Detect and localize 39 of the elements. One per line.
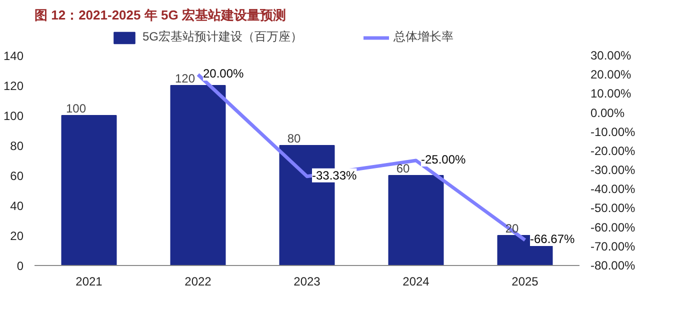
x-tick-label: 2022 [184, 274, 212, 288]
bar [388, 175, 444, 266]
y2-tick-label: -80.00% [590, 258, 636, 272]
y2-tick-label: -60.00% [590, 220, 636, 234]
x-tick-label: 2021 [76, 274, 103, 288]
y-tick-label: 60 [10, 169, 24, 183]
y-tick-label: 20 [10, 229, 24, 243]
y2-tick-label: -30.00% [590, 163, 636, 178]
x-tick-label: 2023 [294, 274, 321, 288]
y-tick-label: 80 [10, 139, 24, 153]
x-tick-label: 2025 [512, 274, 539, 288]
data-label: 20.00% [203, 66, 244, 81]
x-tick-label: 2024 [402, 274, 430, 288]
y2-tick-label: 20.00% [590, 68, 632, 82]
bar [170, 85, 226, 266]
y-tick-label: 40 [10, 199, 24, 213]
legend-label: 5G宏基站预计建设（百万座） [142, 28, 302, 46]
y2-tick-label: -40.00% [590, 182, 636, 196]
y-tick-label: 120 [3, 79, 24, 93]
data-label: -25.00% [421, 152, 466, 166]
y2-tick-label: -70.00% [590, 239, 636, 254]
data-label: 120 [174, 72, 196, 86]
data-label: -33.33% [312, 168, 358, 182]
data-label: 100 [66, 102, 86, 116]
y2-tick-label: 10.00% [590, 86, 632, 101]
y2-tick-label: 0.00% [590, 106, 625, 120]
y-tick-label: 0 [16, 259, 24, 273]
bar [61, 115, 117, 266]
data-label: 60 [396, 162, 410, 176]
chart-title: 图 12：2021-2025 年 5G 宏基站建设量预测 [34, 8, 286, 22]
y-tick-label: 140 [3, 49, 24, 63]
data-label: 80 [287, 132, 301, 146]
y-tick-label: 100 [3, 109, 24, 123]
legend-label: 总体增长率 [393, 28, 454, 46]
y2-tick-label: -20.00% [590, 144, 636, 158]
y2-tick-label: -50.00% [590, 201, 636, 216]
y2-tick-label: 30.00% [590, 48, 632, 62]
data-label: -66.67% [530, 232, 576, 246]
y2-tick-label: -10.00% [590, 124, 636, 139]
